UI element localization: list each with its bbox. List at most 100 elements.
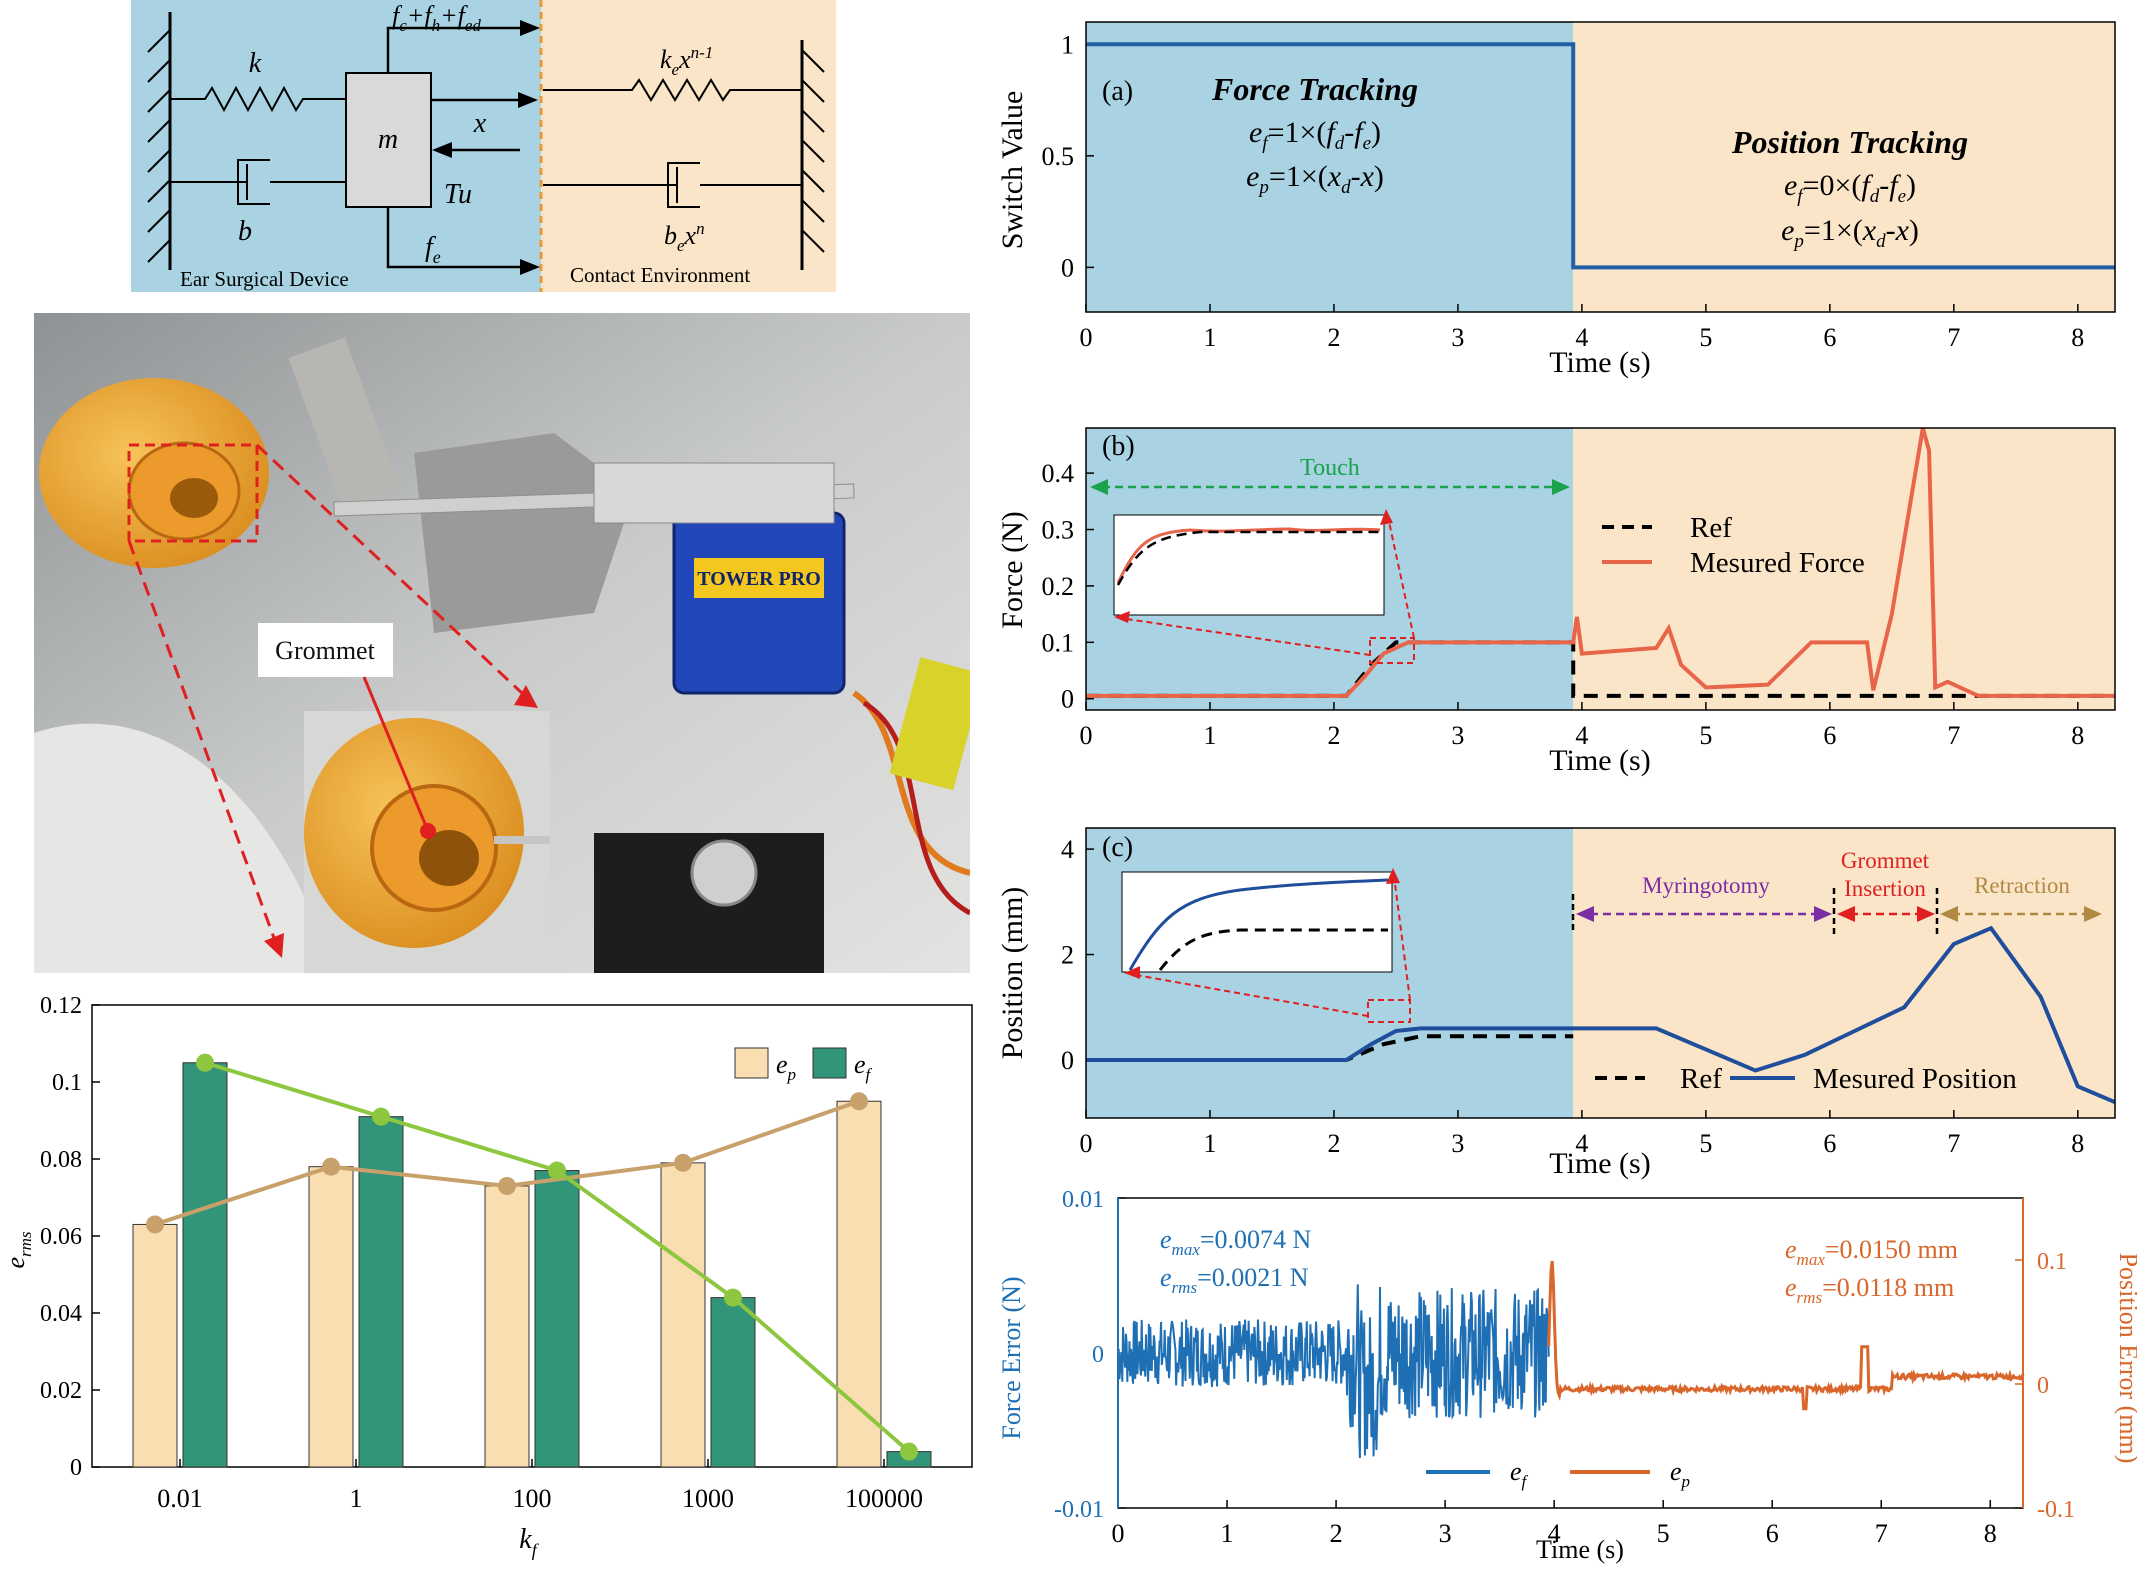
panel-label-b: (b) <box>1102 431 1135 462</box>
bar-ytick-label: 0.02 <box>40 1378 82 1404</box>
switch-xtick: 0 <box>1080 323 1093 352</box>
bar-xtick-label: 100 <box>513 1484 552 1513</box>
servo-motor <box>672 511 846 695</box>
bar-xtick-label: 0.01 <box>157 1484 203 1513</box>
error-ytick-right: -0.1 <box>2037 1497 2075 1523</box>
position-xtick: 6 <box>1823 1129 1836 1158</box>
bar-ytick-label: 0.1 <box>52 1070 82 1096</box>
grommet-insertion-label-2: Insertion <box>1844 876 1926 901</box>
force-xtick: 5 <box>1699 721 1712 750</box>
switch-value-chart: 0 1 2 3 4 5 6 7 8 0 0.5 1 (a) Force Tracking ef=1×(… <box>996 21 2116 379</box>
touch-label: Touch <box>1300 455 1360 481</box>
x-label: x <box>473 108 487 139</box>
bar-ytick-label: 0.04 <box>40 1301 82 1327</box>
error-xlabel: Time (s) <box>1536 1535 1624 1564</box>
position-tracking-title: Position Tracking <box>1731 124 1968 160</box>
bar-xtick-label: 1000 <box>682 1484 734 1513</box>
position-xtick: 3 <box>1451 1129 1464 1158</box>
switch-xtick: 6 <box>1823 323 1836 352</box>
pos-eq1: ef=0×(fd-fe) <box>1784 169 1916 207</box>
force-xtick: 7 <box>1947 721 1960 750</box>
device-caption: Ear Surgical Device <box>180 267 349 291</box>
error-xtick: 7 <box>1875 1519 1888 1548</box>
ef-point <box>724 1288 742 1307</box>
bar-ef <box>710 1297 756 1468</box>
myringotomy-label: Myringotomy <box>1642 873 1770 898</box>
bar-ylabel: erms <box>1 1231 35 1268</box>
ep-point <box>146 1215 164 1234</box>
switch-xtick: 5 <box>1699 323 1712 352</box>
environment-region <box>541 0 836 292</box>
switch-xtick: 1 <box>1203 323 1216 352</box>
error-ytick-right: 0 <box>2037 1373 2049 1399</box>
force-eq1: ef=1×(fd-fe) <box>1249 116 1381 154</box>
bar-ef <box>182 1062 228 1468</box>
force-erms: erms=0.0021 N <box>1160 1263 1309 1297</box>
switch-ytick: 1 <box>1061 30 1074 59</box>
position-xtick: 7 <box>1947 1129 1960 1158</box>
force-ylabel: Force (N) <box>996 511 1029 628</box>
bar-ep <box>660 1162 706 1468</box>
pos-erms: erms=0.0118 mm <box>1785 1273 1954 1307</box>
error-ylabel-left: Force Error (N) <box>997 1276 1026 1439</box>
grommet-label: Grommet <box>275 636 375 665</box>
ef-point <box>196 1053 214 1072</box>
applied-forces-label: fc+fh+fed <box>392 1 481 35</box>
force-tracking-title: Force Tracking <box>1211 71 1418 107</box>
switch-xtick: 7 <box>1947 323 1960 352</box>
position-xtick: 0 <box>1080 1129 1093 1158</box>
force-legend-ref: Ref <box>1690 512 1732 544</box>
force-xtick: 8 <box>2071 721 2084 750</box>
device-region <box>131 0 541 292</box>
bar-ytick-label: 0 <box>70 1455 82 1481</box>
servo-brand-label: TOWER PRO <box>697 568 821 590</box>
bar-xtick-label: 1 <box>350 1484 363 1513</box>
ep-point <box>498 1176 516 1195</box>
env-damper-label: bexn <box>664 219 705 255</box>
fe-label: fe <box>425 232 441 267</box>
bar-xtick-label: 100000 <box>845 1484 923 1513</box>
position-ytick: 2 <box>1061 941 1074 970</box>
bar-ep <box>132 1223 178 1468</box>
error-xtick: 0 <box>1112 1519 1125 1548</box>
bar-ytick-label: 0.06 <box>40 1224 82 1250</box>
legend-error-ep: ep <box>1670 1457 1690 1491</box>
ef-point <box>548 1161 566 1180</box>
legend-ef: ef <box>854 1050 873 1084</box>
position-xlabel: Time (s) <box>1549 1147 1650 1180</box>
mass-spring-diagram: m k b fc+fh+fed x Tu fe kexn-1 bexn Ear … <box>131 0 836 292</box>
error-ytick-left: -0.01 <box>1054 1497 1104 1523</box>
experiment-photo: TOWER PRO Grommet <box>34 313 970 973</box>
b-label: b <box>238 216 252 247</box>
force-ytick: 0.3 <box>1042 516 1075 545</box>
bar-ep <box>484 1185 530 1468</box>
error-xtick: 4 <box>1548 1519 1561 1548</box>
position-xtick: 8 <box>2071 1129 2084 1158</box>
pos-eq2: ep=1×(xd-x) <box>1781 214 1919 252</box>
force-xlabel: Time (s) <box>1549 744 1650 777</box>
mass-label: m <box>378 124 398 155</box>
error-xtick: 2 <box>1330 1519 1343 1548</box>
error-ytick-left: 0.01 <box>1062 1188 1104 1213</box>
pos-emax: emax=0.0150 mm <box>1785 1235 1958 1269</box>
force-ytick: 0.2 <box>1042 572 1075 601</box>
error-ytick-right: 0.1 <box>2037 1249 2067 1275</box>
bar-ytick-label: 0.08 <box>40 1147 82 1173</box>
force-xtick: 3 <box>1451 721 1464 750</box>
switch-xtick: 8 <box>2071 323 2084 352</box>
ep-point <box>674 1153 692 1172</box>
switch-xtick: 2 <box>1327 323 1340 352</box>
switch-xlabel: Time (s) <box>1549 346 1650 379</box>
error-ytick-left: 0 <box>1092 1342 1104 1368</box>
ep-point <box>850 1092 868 1111</box>
error-xtick: 5 <box>1657 1519 1670 1548</box>
position-ytick: 4 <box>1061 835 1074 864</box>
error-xtick: 3 <box>1439 1519 1452 1548</box>
ef-point <box>372 1107 390 1126</box>
bar-ep <box>308 1166 354 1468</box>
position-legend-ref: Ref <box>1680 1063 1722 1095</box>
retraction-label: Retraction <box>1974 873 2070 898</box>
force-eq2: ep=1×(xd-x) <box>1246 160 1384 198</box>
switch-xtick: 4 <box>1575 323 1588 352</box>
position-ylabel: Position (mm) <box>996 887 1029 1060</box>
